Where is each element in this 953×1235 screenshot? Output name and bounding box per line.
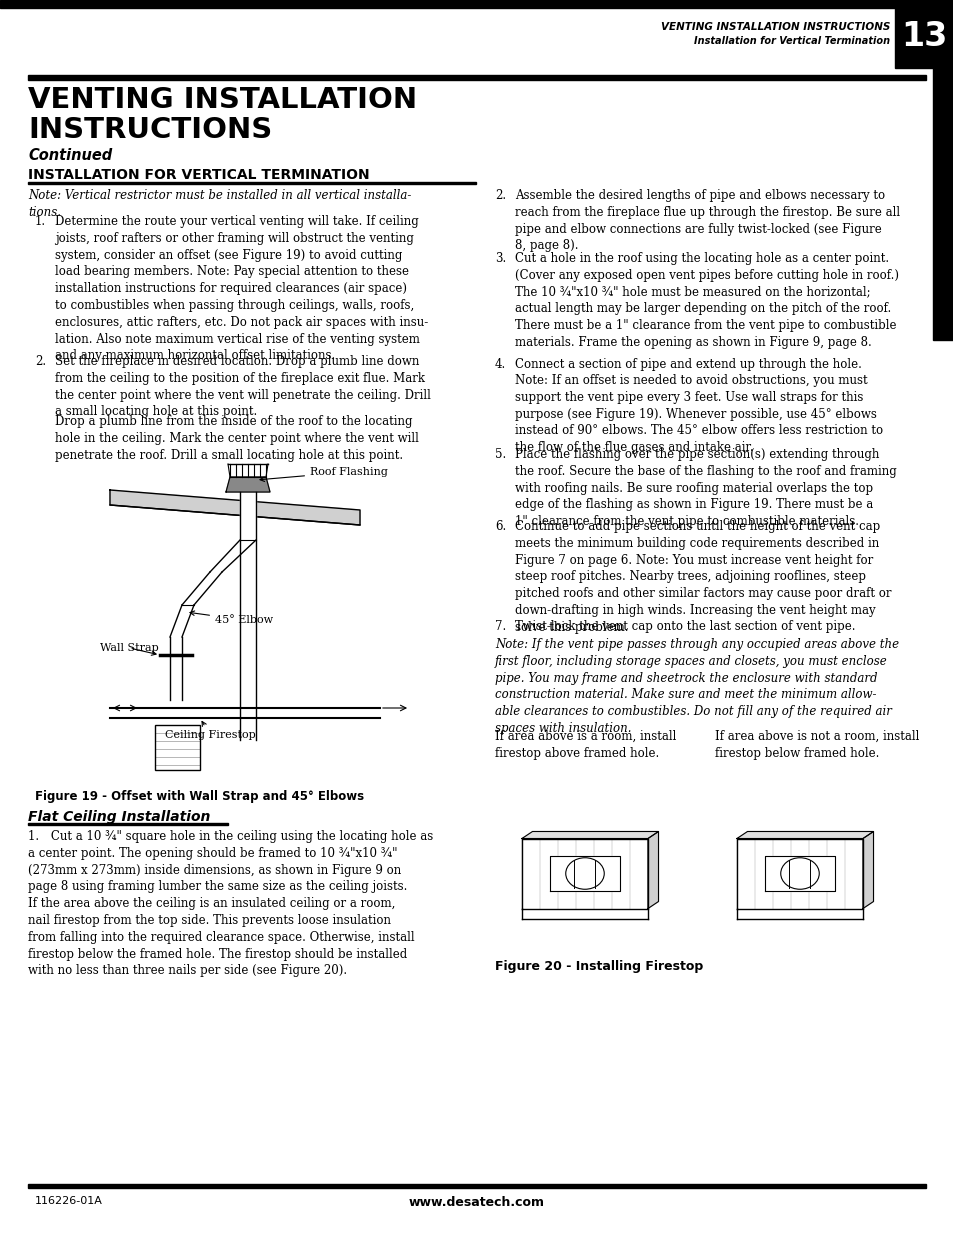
Text: Place the flashing over the pipe section(s) extending through
the roof. Secure t: Place the flashing over the pipe section…	[515, 448, 896, 529]
Bar	[28, 75, 925, 80]
Text: Continue to add pipe sections until the height of the vent cap
meets the minimum: Continue to add pipe sections until the …	[515, 520, 890, 634]
Text: INSTALLATION FOR VERTICAL TERMINATION: INSTALLATION FOR VERTICAL TERMINATION	[28, 168, 369, 182]
Text: Note: If the vent pipe passes through any occupied areas above the
first floor, : Note: If the vent pipe passes through an…	[495, 638, 898, 735]
Text: Twist-lock the vent cap onto the last section of vent pipe.: Twist-lock the vent cap onto the last se…	[515, 620, 855, 634]
Text: Cut a hole in the roof using the locating hole as a center point.
(Cover any exp: Cut a hole in the roof using the locatin…	[515, 252, 898, 350]
Text: 1. Cut a 10 ¾" square hole in the ceiling using the locating hole as
a center po: 1. Cut a 10 ¾" square hole in the ceilin…	[28, 830, 433, 977]
Text: 2.: 2.	[35, 354, 46, 368]
Text: Assemble the desired lengths of pipe and elbows necessary to
reach from the fire: Assemble the desired lengths of pipe and…	[515, 189, 900, 252]
Text: Note: Vertical restrictor must be installed in all vertical installa-
tions.: Note: Vertical restrictor must be instal…	[28, 189, 411, 219]
Text: Roof Flashing: Roof Flashing	[260, 467, 388, 482]
Text: 7.: 7.	[495, 620, 506, 634]
Polygon shape	[737, 839, 862, 909]
Text: www.desatech.com: www.desatech.com	[409, 1195, 544, 1209]
Text: Figure 20 - Installing Firestop: Figure 20 - Installing Firestop	[495, 960, 702, 973]
Text: If area above is not a room, install
firestop below framed hole.: If area above is not a room, install fir…	[714, 730, 919, 760]
Text: 45° Elbow: 45° Elbow	[190, 611, 273, 625]
Text: Drop a plumb line from the inside of the roof to the locating
hole in the ceilin: Drop a plumb line from the inside of the…	[55, 415, 418, 462]
Bar	[154, 725, 200, 769]
Bar	[932, 68, 953, 340]
Polygon shape	[110, 490, 359, 525]
Ellipse shape	[565, 858, 603, 889]
Polygon shape	[647, 831, 658, 909]
Text: If area above is a room, install
firestop above framed hole.: If area above is a room, install firesto…	[495, 730, 676, 760]
Polygon shape	[226, 477, 270, 492]
Text: 5.: 5.	[495, 448, 506, 461]
Text: 1.: 1.	[35, 215, 46, 228]
Text: Flat Ceiling Installation: Flat Ceiling Installation	[28, 810, 211, 824]
Text: Note: If an offset is needed to avoid obstructions, you must
support the vent pi: Note: If an offset is needed to avoid ob…	[515, 374, 882, 454]
Polygon shape	[521, 839, 647, 909]
Bar	[894, 0, 953, 68]
Text: 3.: 3.	[495, 252, 506, 266]
Bar	[28, 823, 228, 825]
Text: Wall Strap: Wall Strap	[100, 643, 158, 656]
Text: Ceiling Firestop: Ceiling Firestop	[165, 721, 255, 740]
Polygon shape	[764, 856, 834, 890]
Polygon shape	[521, 831, 658, 839]
Text: VENTING INSTALLATION INSTRUCTIONS: VENTING INSTALLATION INSTRUCTIONS	[659, 22, 889, 32]
Text: 4.: 4.	[495, 358, 506, 370]
Text: 6.: 6.	[495, 520, 506, 534]
Bar	[28, 1184, 925, 1188]
Text: INSTRUCTIONS: INSTRUCTIONS	[28, 116, 272, 144]
Text: VENTING INSTALLATION: VENTING INSTALLATION	[28, 86, 416, 114]
Text: Determine the route your vertical venting will take. If ceiling
joists, roof raf: Determine the route your vertical ventin…	[55, 215, 428, 362]
Polygon shape	[550, 856, 619, 890]
Polygon shape	[737, 831, 873, 839]
Text: Installation for Vertical Termination: Installation for Vertical Termination	[693, 36, 889, 46]
Bar	[28, 182, 476, 184]
Ellipse shape	[780, 858, 819, 889]
Text: 116226-01A: 116226-01A	[35, 1195, 103, 1207]
Text: 13: 13	[900, 20, 946, 53]
Text: Continued: Continued	[28, 148, 112, 163]
Text: Set the fireplace in desired location. Drop a plumb line down
from the ceiling t: Set the fireplace in desired location. D…	[55, 354, 431, 419]
Text: Figure 19 - Offset with Wall Strap and 45° Elbows: Figure 19 - Offset with Wall Strap and 4…	[35, 790, 364, 803]
Polygon shape	[240, 492, 255, 740]
Polygon shape	[862, 831, 873, 909]
Text: 2.: 2.	[495, 189, 506, 203]
Text: Connect a section of pipe and extend up through the hole.: Connect a section of pipe and extend up …	[515, 358, 861, 370]
Polygon shape	[170, 637, 182, 700]
Bar	[0, 0, 953, 7]
